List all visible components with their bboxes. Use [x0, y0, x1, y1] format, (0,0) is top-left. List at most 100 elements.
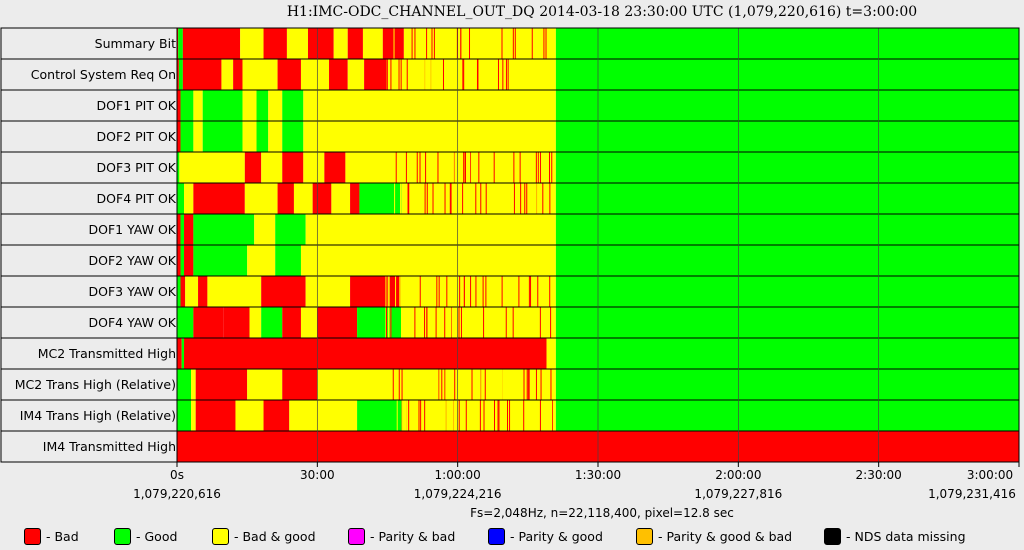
row-label: IM4 Trans High (Relative) — [19, 408, 176, 423]
streak — [405, 152, 407, 183]
streak — [430, 28, 432, 59]
streak — [433, 59, 435, 90]
streak — [460, 59, 462, 90]
streak — [526, 152, 528, 183]
streak — [432, 183, 434, 214]
streak — [454, 369, 456, 400]
x-tick-label: 2:30:00 — [855, 468, 902, 482]
segment-good — [275, 214, 306, 245]
segment-good — [202, 121, 243, 152]
streak — [450, 307, 452, 338]
streak — [396, 59, 398, 90]
streak — [426, 369, 428, 400]
legend-swatch — [24, 528, 41, 545]
segment-bad — [177, 214, 181, 245]
streak — [462, 59, 464, 90]
plot-frame — [176, 27, 1020, 463]
streak — [441, 152, 443, 183]
streak — [444, 152, 446, 183]
segment-bad_good — [347, 59, 365, 90]
streak — [386, 307, 388, 338]
streak — [408, 400, 410, 431]
streak — [500, 152, 502, 183]
segment-good — [555, 121, 1019, 152]
streak — [471, 152, 473, 183]
streak — [515, 307, 517, 338]
streak — [460, 183, 462, 214]
streak — [394, 152, 396, 183]
segment-bad — [177, 121, 181, 152]
streak — [478, 152, 480, 183]
streak — [439, 152, 441, 183]
streak — [499, 400, 501, 431]
segment-bad — [233, 59, 243, 90]
streak — [436, 307, 438, 338]
streak — [535, 369, 537, 400]
streak — [407, 183, 409, 214]
streak — [410, 276, 412, 307]
streak — [399, 276, 401, 307]
streak — [496, 307, 498, 338]
streak — [493, 307, 495, 338]
streak — [424, 183, 426, 214]
streak — [500, 369, 502, 400]
streak — [545, 28, 547, 59]
row-label: DOF3 YAW OK — [88, 284, 176, 299]
segment-good — [555, 214, 1019, 245]
legend-item: - NDS data missing — [824, 528, 966, 545]
streak — [483, 307, 485, 338]
streak — [477, 183, 479, 214]
streak — [465, 152, 467, 183]
streak — [465, 400, 467, 431]
streak — [386, 59, 388, 90]
segment-bad_good — [242, 121, 257, 152]
segment-bad_good — [401, 400, 556, 431]
x-tick-label: 1:00:00 — [434, 468, 481, 482]
streak — [405, 400, 407, 431]
legend-item: - Good — [114, 528, 177, 545]
chart-title: H1:IMC-ODC_CHANNEL_OUT_DQ 2014-03-18 23:… — [286, 4, 918, 20]
streak — [497, 59, 499, 90]
segment-bad_good — [247, 245, 276, 276]
streak — [404, 276, 406, 307]
segment-bad — [282, 152, 304, 183]
streak — [467, 183, 469, 214]
segment-bad — [382, 28, 404, 59]
segment-good — [282, 90, 304, 121]
segment-bad_good — [247, 369, 283, 400]
streak — [510, 183, 512, 214]
streak — [509, 400, 511, 431]
segment-good — [261, 307, 283, 338]
streak — [551, 152, 553, 183]
streak — [405, 28, 407, 59]
segment-bad_good — [305, 214, 556, 245]
streak — [485, 183, 487, 214]
streak — [443, 369, 445, 400]
streak — [470, 152, 472, 183]
streak — [473, 307, 475, 338]
streak — [519, 400, 521, 431]
streak — [464, 276, 466, 307]
streak — [507, 400, 509, 431]
streak — [465, 369, 467, 400]
segment-bad — [312, 183, 332, 214]
streak — [521, 400, 523, 431]
streak — [550, 307, 552, 338]
streak — [450, 307, 452, 338]
segment-bad_good — [193, 121, 203, 152]
streak — [451, 152, 453, 183]
legend-item: - Parity & good — [488, 528, 603, 545]
segment-bad_good — [191, 400, 196, 431]
segment-bad_good — [403, 28, 482, 59]
streak — [470, 28, 472, 59]
streak — [502, 59, 504, 90]
x-gps-label: 1,079,224,216 — [413, 487, 502, 501]
streak — [433, 28, 435, 59]
streak — [424, 400, 426, 431]
streak — [400, 59, 402, 90]
segment-bad_good — [261, 152, 283, 183]
streak — [408, 28, 410, 59]
segment-bad_good — [207, 276, 262, 307]
segment-bad_good — [362, 28, 383, 59]
row-label: DOF3 PIT OK — [96, 160, 176, 175]
